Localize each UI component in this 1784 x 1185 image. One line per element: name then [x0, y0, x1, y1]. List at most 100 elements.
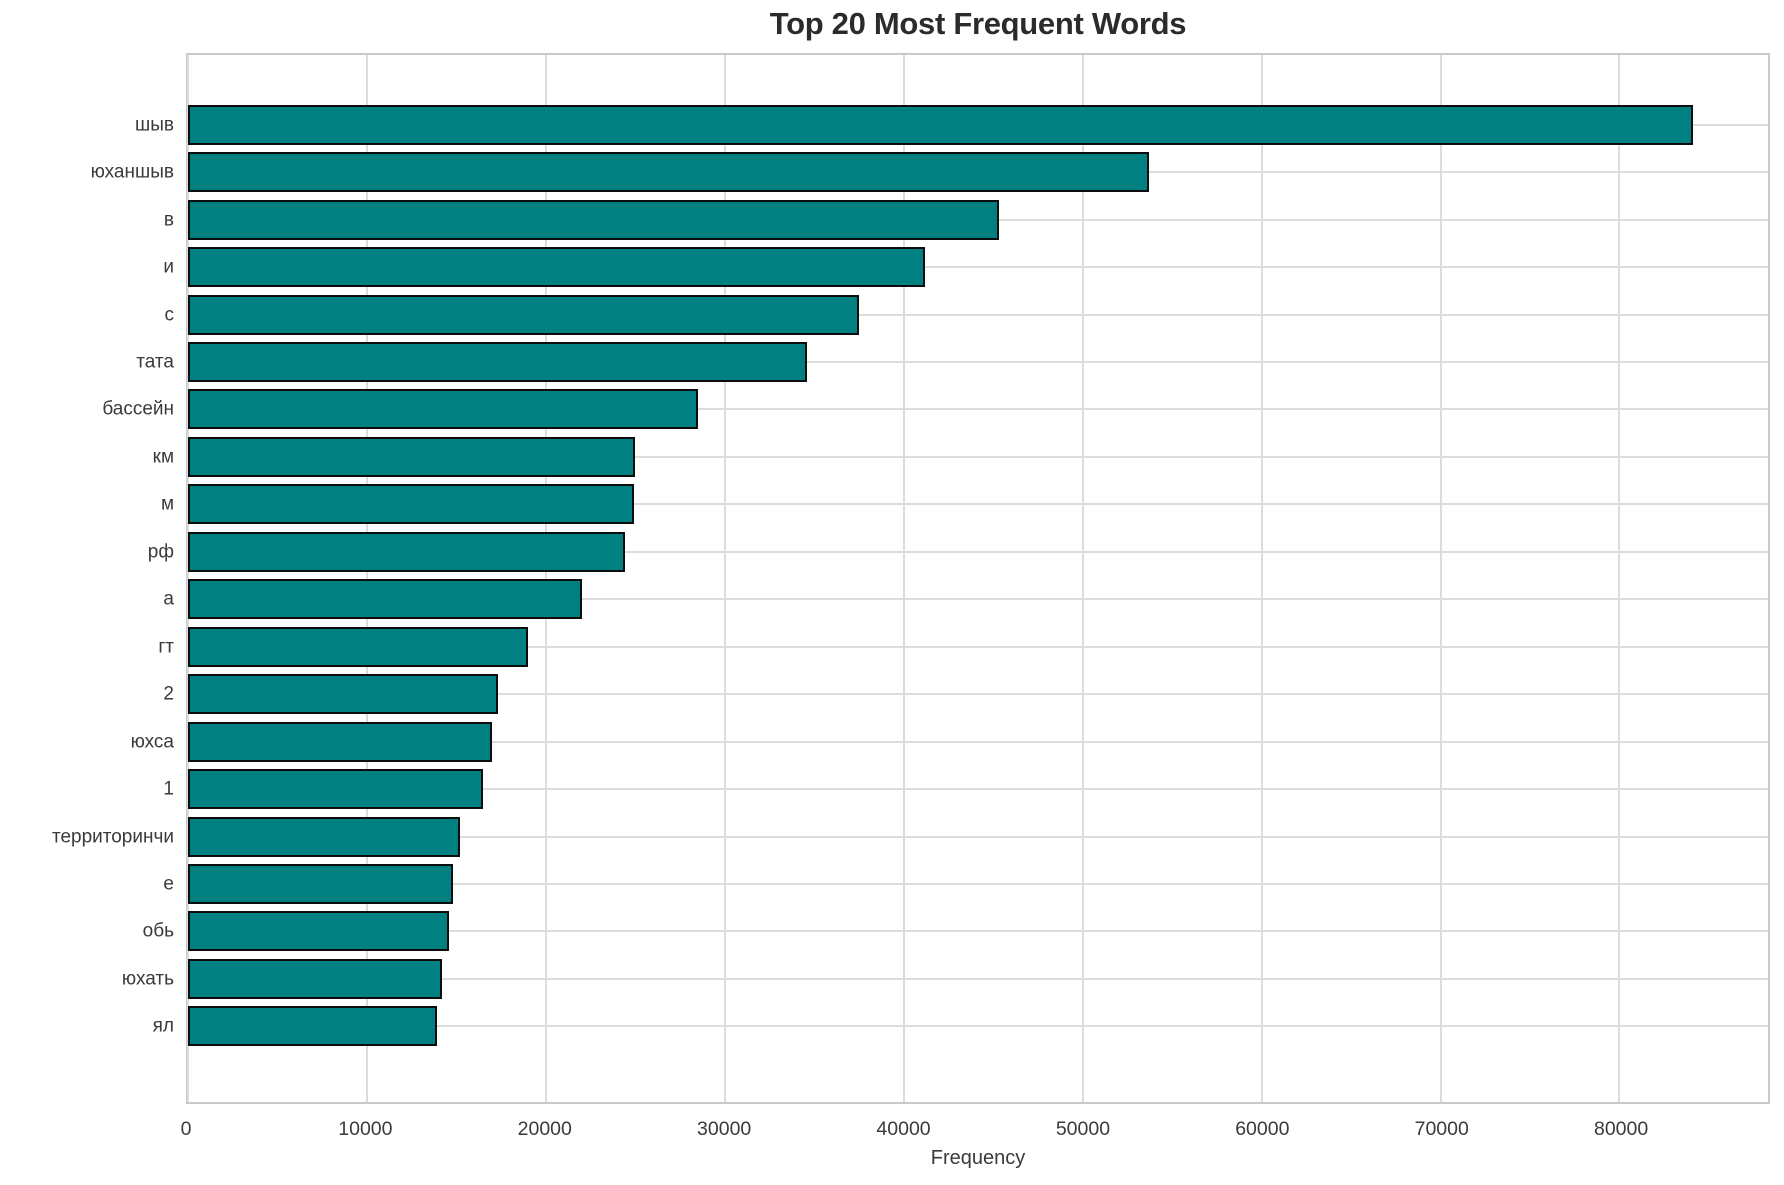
bar-row: км [153, 433, 1768, 480]
h-gridline [188, 550, 1768, 553]
y-tick-label: м [160, 493, 174, 515]
x-tick-label: 30000 [697, 1118, 752, 1140]
bar-row: тата [136, 338, 1768, 385]
y-tick-label: ял [152, 1015, 174, 1037]
x-tick-label: 80000 [1593, 1118, 1649, 1140]
bar-row: обь [143, 908, 1768, 955]
bar [188, 769, 484, 810]
y-tick-label: 1 [163, 778, 174, 800]
bar-row: юхать [122, 955, 1768, 1002]
bar-row: шыв [135, 101, 1768, 148]
bar [188, 579, 582, 620]
bar [188, 721, 493, 762]
y-tick-label: территоринчи [51, 826, 174, 848]
v-gridline [1618, 55, 1621, 1102]
bar-row: е [163, 860, 1768, 907]
y-tick-label: юхать [121, 968, 174, 990]
y-tick-label: в [163, 209, 174, 231]
y-tick-label: км [152, 446, 174, 468]
y-tick-label: и [163, 256, 174, 278]
x-tick-label: 70000 [1414, 1118, 1469, 1140]
bar [188, 674, 498, 715]
x-tick-label: 60000 [1235, 1118, 1290, 1140]
y-tick-label: юхса [130, 731, 174, 753]
bar [188, 104, 1693, 145]
bar-row: рф [148, 528, 1768, 575]
bar [188, 341, 808, 382]
h-gridline [188, 598, 1768, 601]
bar-row: в [164, 196, 1768, 243]
h-gridline [188, 503, 1768, 506]
x-tick-label: 20000 [517, 1118, 572, 1140]
h-gridline [188, 266, 1768, 269]
h-gridline [188, 693, 1768, 696]
v-gridline [902, 55, 905, 1102]
x-tick-label: 10000 [338, 1118, 393, 1140]
y-tick-label: рф [147, 541, 174, 563]
bar-row: 2 [163, 670, 1768, 717]
bar-row: бассейн [102, 386, 1768, 433]
h-gridline [188, 408, 1768, 411]
bar [188, 816, 460, 857]
bar [188, 484, 634, 525]
h-gridline [188, 645, 1768, 648]
bar-rows: шыв юханшыв в и с тата бассейн км м рф а гт 2 юхса 1 те… [52, 55, 1768, 1102]
v-gridline [1260, 55, 1263, 1102]
x-tick-label: 0 [180, 1118, 192, 1140]
bar [188, 389, 698, 430]
y-tick-label: а [163, 588, 174, 610]
bar [188, 152, 1149, 193]
chart-title: Top 20 Most Frequent Words [769, 6, 1187, 41]
h-gridline [188, 313, 1768, 316]
v-gridline [365, 55, 368, 1102]
bar [188, 199, 999, 240]
bar-row: юхса [131, 718, 1768, 765]
bar [188, 863, 453, 904]
h-gridline [188, 788, 1768, 791]
h-gridline [188, 1025, 1768, 1028]
y-tick-label: обь [142, 920, 174, 942]
x-tick-label: 40000 [876, 1118, 931, 1140]
bar [188, 958, 443, 999]
y-tick-label: с [164, 304, 175, 326]
h-gridline [188, 930, 1768, 933]
bar-row: 1 [163, 765, 1768, 812]
h-gridline [188, 835, 1768, 838]
bar [188, 531, 625, 572]
h-gridline [188, 455, 1768, 458]
x-tick-label: 50000 [1055, 1118, 1111, 1140]
v-gridline [544, 55, 547, 1102]
y-tick-label: е [163, 873, 174, 895]
bar-row: и [163, 243, 1768, 290]
bar-row: м [161, 481, 1768, 528]
y-tick-label: тата [136, 351, 174, 373]
v-gridline [187, 55, 189, 1102]
bar [188, 1006, 437, 1047]
v-gridline [1439, 55, 1442, 1102]
bar [188, 911, 450, 952]
bar-row: юханшыв [91, 148, 1768, 195]
h-gridline [188, 740, 1768, 743]
x-axis-label: Frequency [930, 1147, 1026, 1169]
bar-row: гт [158, 623, 1768, 670]
bar [188, 626, 528, 667]
h-gridline [188, 882, 1768, 885]
h-gridline [188, 360, 1768, 363]
bar-row: а [163, 576, 1768, 623]
y-tick-label: юханшыв [90, 161, 174, 183]
bar-row: ял [153, 1003, 1768, 1050]
bar-row: территоринчи [52, 813, 1768, 860]
y-tick-label: гт [158, 636, 174, 658]
bar [188, 247, 926, 288]
y-tick-label: шыв [135, 114, 174, 136]
y-tick-label: бассейн [102, 398, 174, 420]
h-gridline [188, 977, 1768, 980]
bar [188, 436, 636, 477]
bar [188, 294, 859, 335]
v-gridline [723, 55, 726, 1102]
y-tick-label: 2 [163, 683, 174, 705]
v-gridline [1081, 55, 1084, 1102]
bar-row: с [165, 291, 1768, 338]
plot-area: шыв юханшыв в и с тата бассейн км м рф а гт 2 юхса 1 те… [52, 53, 1770, 1104]
